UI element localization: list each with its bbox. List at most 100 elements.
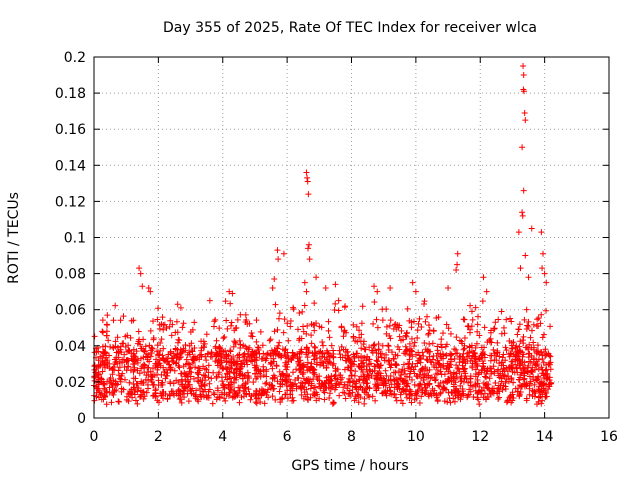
data-point	[237, 363, 244, 370]
data-point	[510, 339, 517, 346]
data-point	[194, 370, 201, 377]
data-point	[267, 351, 274, 358]
data-point	[414, 327, 421, 334]
data-point	[180, 320, 187, 327]
data-point	[356, 334, 363, 341]
data-point	[170, 380, 177, 387]
data-point	[167, 392, 174, 399]
data-point	[403, 394, 410, 401]
data-point	[231, 338, 238, 345]
data-point	[462, 372, 469, 379]
data-point	[436, 383, 443, 390]
data-point	[263, 355, 270, 362]
data-point	[525, 323, 532, 330]
data-point	[337, 376, 344, 383]
data-point	[380, 375, 387, 382]
data-point	[137, 355, 144, 362]
data-point	[426, 348, 433, 355]
data-point	[222, 298, 229, 305]
data-point	[434, 343, 441, 350]
data-point	[206, 380, 213, 387]
data-point	[189, 385, 196, 392]
data-point	[290, 369, 297, 376]
data-point	[187, 328, 194, 335]
data-point	[403, 330, 410, 337]
data-point	[177, 304, 184, 311]
data-point	[476, 383, 483, 390]
data-point	[210, 389, 217, 396]
data-point	[371, 283, 378, 290]
data-point	[518, 369, 525, 376]
data-point	[206, 297, 213, 304]
data-point	[409, 376, 416, 383]
data-point	[130, 368, 137, 375]
data-point	[356, 327, 363, 334]
data-point	[513, 365, 520, 372]
data-point	[508, 318, 515, 325]
data-point	[304, 178, 311, 185]
data-point	[356, 377, 363, 384]
data-point	[99, 317, 106, 324]
data-point	[259, 342, 266, 349]
data-point	[135, 338, 142, 345]
data-point	[474, 328, 481, 335]
data-point	[437, 390, 444, 397]
data-point	[418, 323, 425, 330]
data-point	[122, 343, 129, 350]
data-point	[210, 369, 217, 376]
data-point	[209, 400, 216, 407]
data-point	[299, 380, 306, 387]
data-point	[405, 380, 412, 387]
data-point	[152, 392, 159, 399]
data-point	[326, 395, 333, 402]
data-point	[375, 346, 382, 353]
data-point	[361, 400, 368, 407]
data-point	[338, 343, 345, 350]
data-point	[374, 324, 381, 331]
data-point	[406, 386, 413, 393]
data-point	[443, 366, 450, 373]
data-point	[164, 369, 171, 376]
data-point	[134, 359, 141, 366]
data-point	[253, 394, 260, 401]
data-point	[165, 351, 172, 358]
data-point	[366, 361, 373, 368]
data-point	[441, 398, 448, 405]
data-point	[418, 393, 425, 400]
data-point	[304, 354, 311, 361]
data-point	[232, 339, 239, 346]
data-point	[387, 317, 394, 324]
data-point	[454, 365, 461, 372]
data-point	[352, 337, 359, 344]
data-point	[481, 324, 488, 331]
data-point	[174, 351, 181, 358]
data-point	[539, 265, 546, 272]
data-point	[332, 300, 339, 307]
data-point	[313, 274, 320, 281]
data-point	[393, 362, 400, 369]
data-point	[200, 338, 207, 345]
data-point	[357, 383, 364, 390]
data-point	[516, 321, 523, 328]
data-point	[503, 316, 510, 323]
data-point	[170, 359, 177, 366]
data-point	[103, 321, 110, 328]
x-tick-label: 10	[407, 429, 425, 445]
data-point	[94, 385, 101, 392]
data-point	[329, 362, 336, 369]
data-point	[512, 361, 519, 368]
data-point	[230, 354, 237, 361]
data-point	[541, 387, 548, 394]
data-point	[472, 366, 479, 373]
data-point	[139, 389, 146, 396]
data-point	[358, 320, 365, 327]
data-point	[184, 390, 191, 397]
data-point	[360, 341, 367, 348]
data-point	[149, 345, 156, 352]
data-point	[97, 353, 104, 360]
data-point	[379, 390, 386, 397]
data-point	[531, 381, 538, 388]
data-point	[534, 316, 541, 323]
x-tick-label: 4	[218, 429, 227, 445]
data-point	[287, 317, 294, 324]
